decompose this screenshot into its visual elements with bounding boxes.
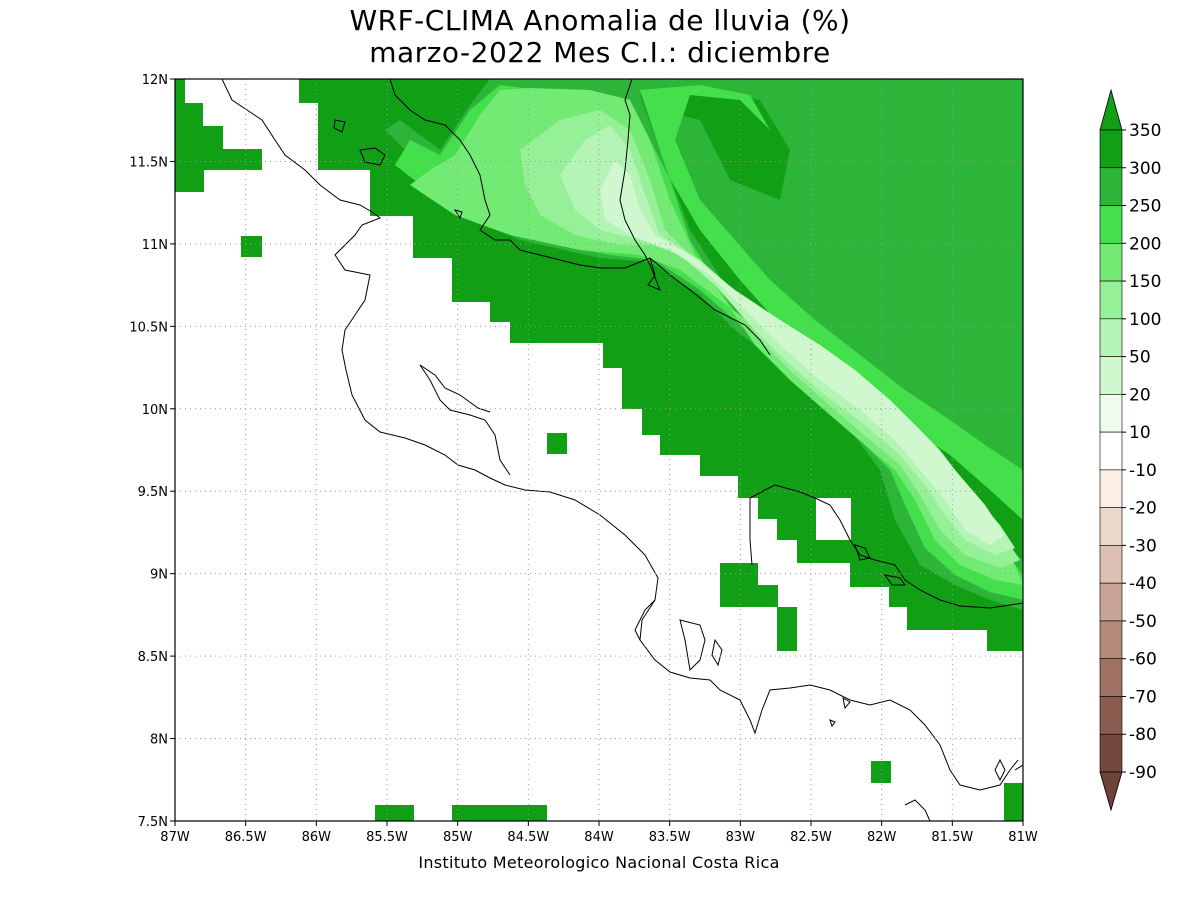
x-tick-label: 82.5W xyxy=(790,830,832,845)
white-hole xyxy=(816,498,851,540)
colorbar-label: -80 xyxy=(1129,725,1157,745)
colorbar: 350 300 250 200 150 100 50 20 10 -10 -20 -30 -40 -50 -… xyxy=(1099,88,1161,812)
y-tick-label: 9.5N xyxy=(138,485,168,500)
credit-text: Instituto Meteorologico Nacional Costa R… xyxy=(418,853,780,872)
colorbar-swatch xyxy=(1099,582,1123,622)
colorbar-swatch xyxy=(1099,205,1123,244)
colorbar-swatch xyxy=(1099,545,1123,584)
colorbar-label: 150 xyxy=(1129,272,1161,292)
colorbar-label: -60 xyxy=(1129,650,1157,670)
colorbar-bottom-arrow xyxy=(1099,771,1123,812)
colorbar-swatch xyxy=(1099,394,1123,433)
colorbar-label: 100 xyxy=(1129,310,1161,330)
y-tick-label: 8.5N xyxy=(138,650,168,665)
colorbar-swatch xyxy=(1099,280,1123,320)
colorbar-label: 200 xyxy=(1129,234,1161,254)
colorbar-label: 20 xyxy=(1129,385,1151,405)
colorbar-label: -70 xyxy=(1129,687,1157,707)
colorbar-swatch xyxy=(1099,696,1123,735)
colorbar-swatch xyxy=(1099,356,1123,395)
colorbar-label: 250 xyxy=(1129,197,1161,217)
map-title-line2: marzo-2022 Mes C.I.: diciembre xyxy=(369,36,831,69)
colorbar-swatch xyxy=(1099,431,1123,471)
colorbar-label: -40 xyxy=(1129,574,1157,594)
colorbar-label: -50 xyxy=(1129,612,1157,632)
x-tick-label: 82W xyxy=(867,830,897,845)
colorbar-swatch xyxy=(1099,733,1123,773)
x-tick-label: 85W xyxy=(443,830,473,845)
anomaly-field xyxy=(175,79,1023,821)
colorbar-swatch xyxy=(1099,469,1123,508)
colorbar-swatch xyxy=(1099,507,1123,546)
y-tick-label: 9N xyxy=(150,568,168,583)
colorbar-swatch xyxy=(1099,318,1123,357)
y-tick-label: 8N xyxy=(150,733,168,748)
colorbar-label: 300 xyxy=(1129,159,1161,179)
y-tick-label: 7.5N xyxy=(138,815,168,830)
y-tick-label: 12N xyxy=(142,73,168,88)
anomaly-band-20-50 xyxy=(600,160,1005,545)
x-tick-label: 84W xyxy=(584,830,614,845)
y-tick-label: 11.5N xyxy=(129,155,168,170)
x-axis: 87W 86.5W 86W 85.5W 85W 84.5W 84W 83.5W 83W 82.5W… xyxy=(160,821,1038,845)
y-tick-label: 10N xyxy=(142,403,168,418)
colorbar-swatch xyxy=(1099,167,1123,206)
colorbar-label: -30 xyxy=(1129,536,1157,556)
colorbar-label: -10 xyxy=(1129,461,1157,481)
colorbar-swatch xyxy=(1099,242,1123,282)
map-title-line1: WRF-CLIMA Anomalia de lluvia (%) xyxy=(349,4,851,37)
gridlines xyxy=(175,79,1023,821)
isolated-cells xyxy=(175,79,1023,821)
x-tick-label: 85.5W xyxy=(366,830,408,845)
x-tick-label: 81W xyxy=(1008,830,1038,845)
y-tick-label: 10.5N xyxy=(129,320,168,335)
y-axis: 7.5N 8N 8.5N 9N 9.5N 10N 10.5N 11N 11.5N 12N xyxy=(129,73,175,830)
x-tick-label: 87W xyxy=(160,830,190,845)
colorbar-label: -20 xyxy=(1129,499,1157,519)
colorbar-swatch xyxy=(1099,658,1123,697)
colorbar-label: 10 xyxy=(1129,423,1151,443)
colorbar-label: -90 xyxy=(1129,763,1157,783)
x-tick-label: 86W xyxy=(302,830,332,845)
x-tick-label: 83.5W xyxy=(649,830,691,845)
colorbar-label: 350 xyxy=(1129,121,1161,141)
colorbar-swatch xyxy=(1099,620,1123,660)
x-tick-label: 84.5W xyxy=(507,830,549,845)
x-tick-label: 81.5W xyxy=(931,830,973,845)
y-tick-label: 11N xyxy=(142,238,168,253)
x-tick-label: 83W xyxy=(726,830,756,845)
colorbar-label: 50 xyxy=(1129,348,1151,368)
colorbar-top-arrow xyxy=(1099,88,1123,131)
colorbar-swatch xyxy=(1099,129,1123,169)
x-tick-label: 86.5W xyxy=(225,830,267,845)
